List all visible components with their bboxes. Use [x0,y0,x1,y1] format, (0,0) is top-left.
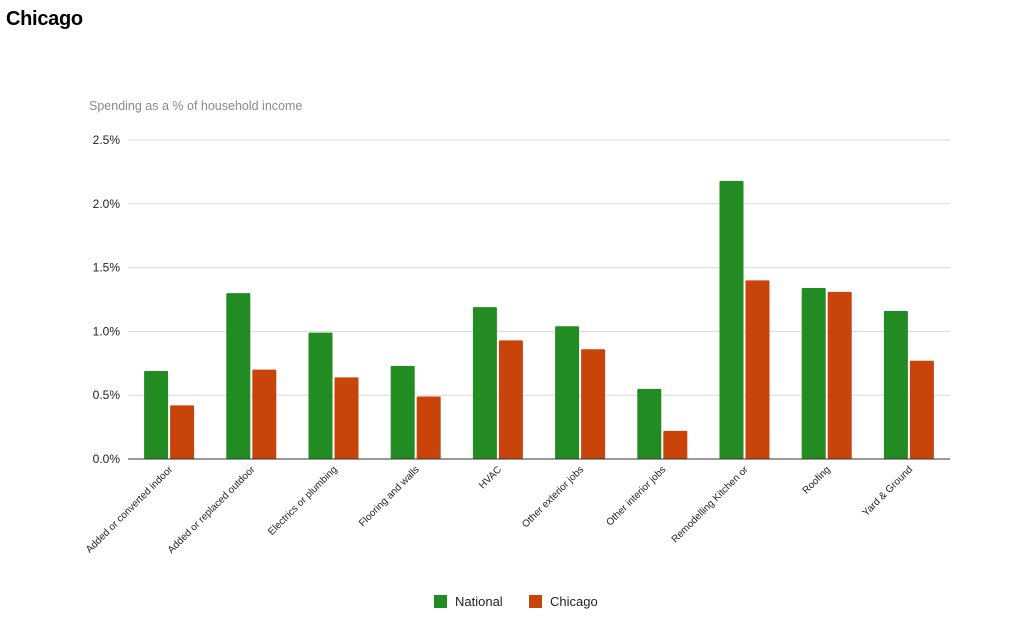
legend-label-national: National [455,594,503,609]
y-tick-label: 0.5% [93,388,121,402]
x-tick-label: Roofing [801,464,833,496]
bar-national [390,365,415,459]
x-tick-label: Yard & Ground [861,464,915,518]
bar-national [719,180,744,459]
legend-swatch-chicago [529,595,542,608]
x-tick-label: HVAC [477,464,504,491]
legend-swatch-national [434,595,447,608]
bar-chicago [498,340,523,459]
bar-national [472,307,497,459]
bar-national [308,332,333,459]
legend-label-chicago: Chicago [550,594,598,609]
y-tick-label: 0.0% [93,452,121,466]
bar-chicago [827,291,852,459]
bar-chicago [170,405,195,459]
y-tick-label: 2.0% [93,197,121,211]
bar-chicago [745,280,770,459]
bar-chicago [334,377,359,459]
chart-subtitle: Spending as a % of household income [89,99,302,113]
bar-chicago [663,430,688,459]
bar-national [144,370,169,459]
page-title: Chicago [6,8,83,30]
bars [144,180,934,459]
bar-chicago [581,349,606,459]
x-tick-label: Added or replaced outdoor [166,464,258,556]
bar-chicago [909,360,934,459]
bar-national [226,293,251,459]
x-tick-label: Remodelling Kitchen or [670,464,751,545]
legend: National Chicago [434,594,598,609]
y-tick-label: 2.5% [93,133,121,147]
bar-national [555,326,580,459]
x-tick-label: Other exterior jobs [520,464,586,530]
x-tick-label: Electrics or plumbing [266,464,339,537]
bar-chicago [252,369,277,459]
bar-national [801,288,826,459]
x-tick-label: Flooring and walls [357,464,422,529]
bar-national [637,388,662,459]
y-tick-label: 1.0% [93,324,121,338]
bar-chicago [416,396,441,459]
bar-national [883,310,908,459]
gridlines [128,139,950,396]
x-tick-label: Other interior jobs [604,464,668,528]
y-axis-ticks: 0.0% 0.5% 1.0% 1.5% 2.0% 2.5% [93,133,121,466]
y-tick-label: 1.5% [93,261,121,275]
x-tick-label: Added or converted indoor [84,464,176,556]
